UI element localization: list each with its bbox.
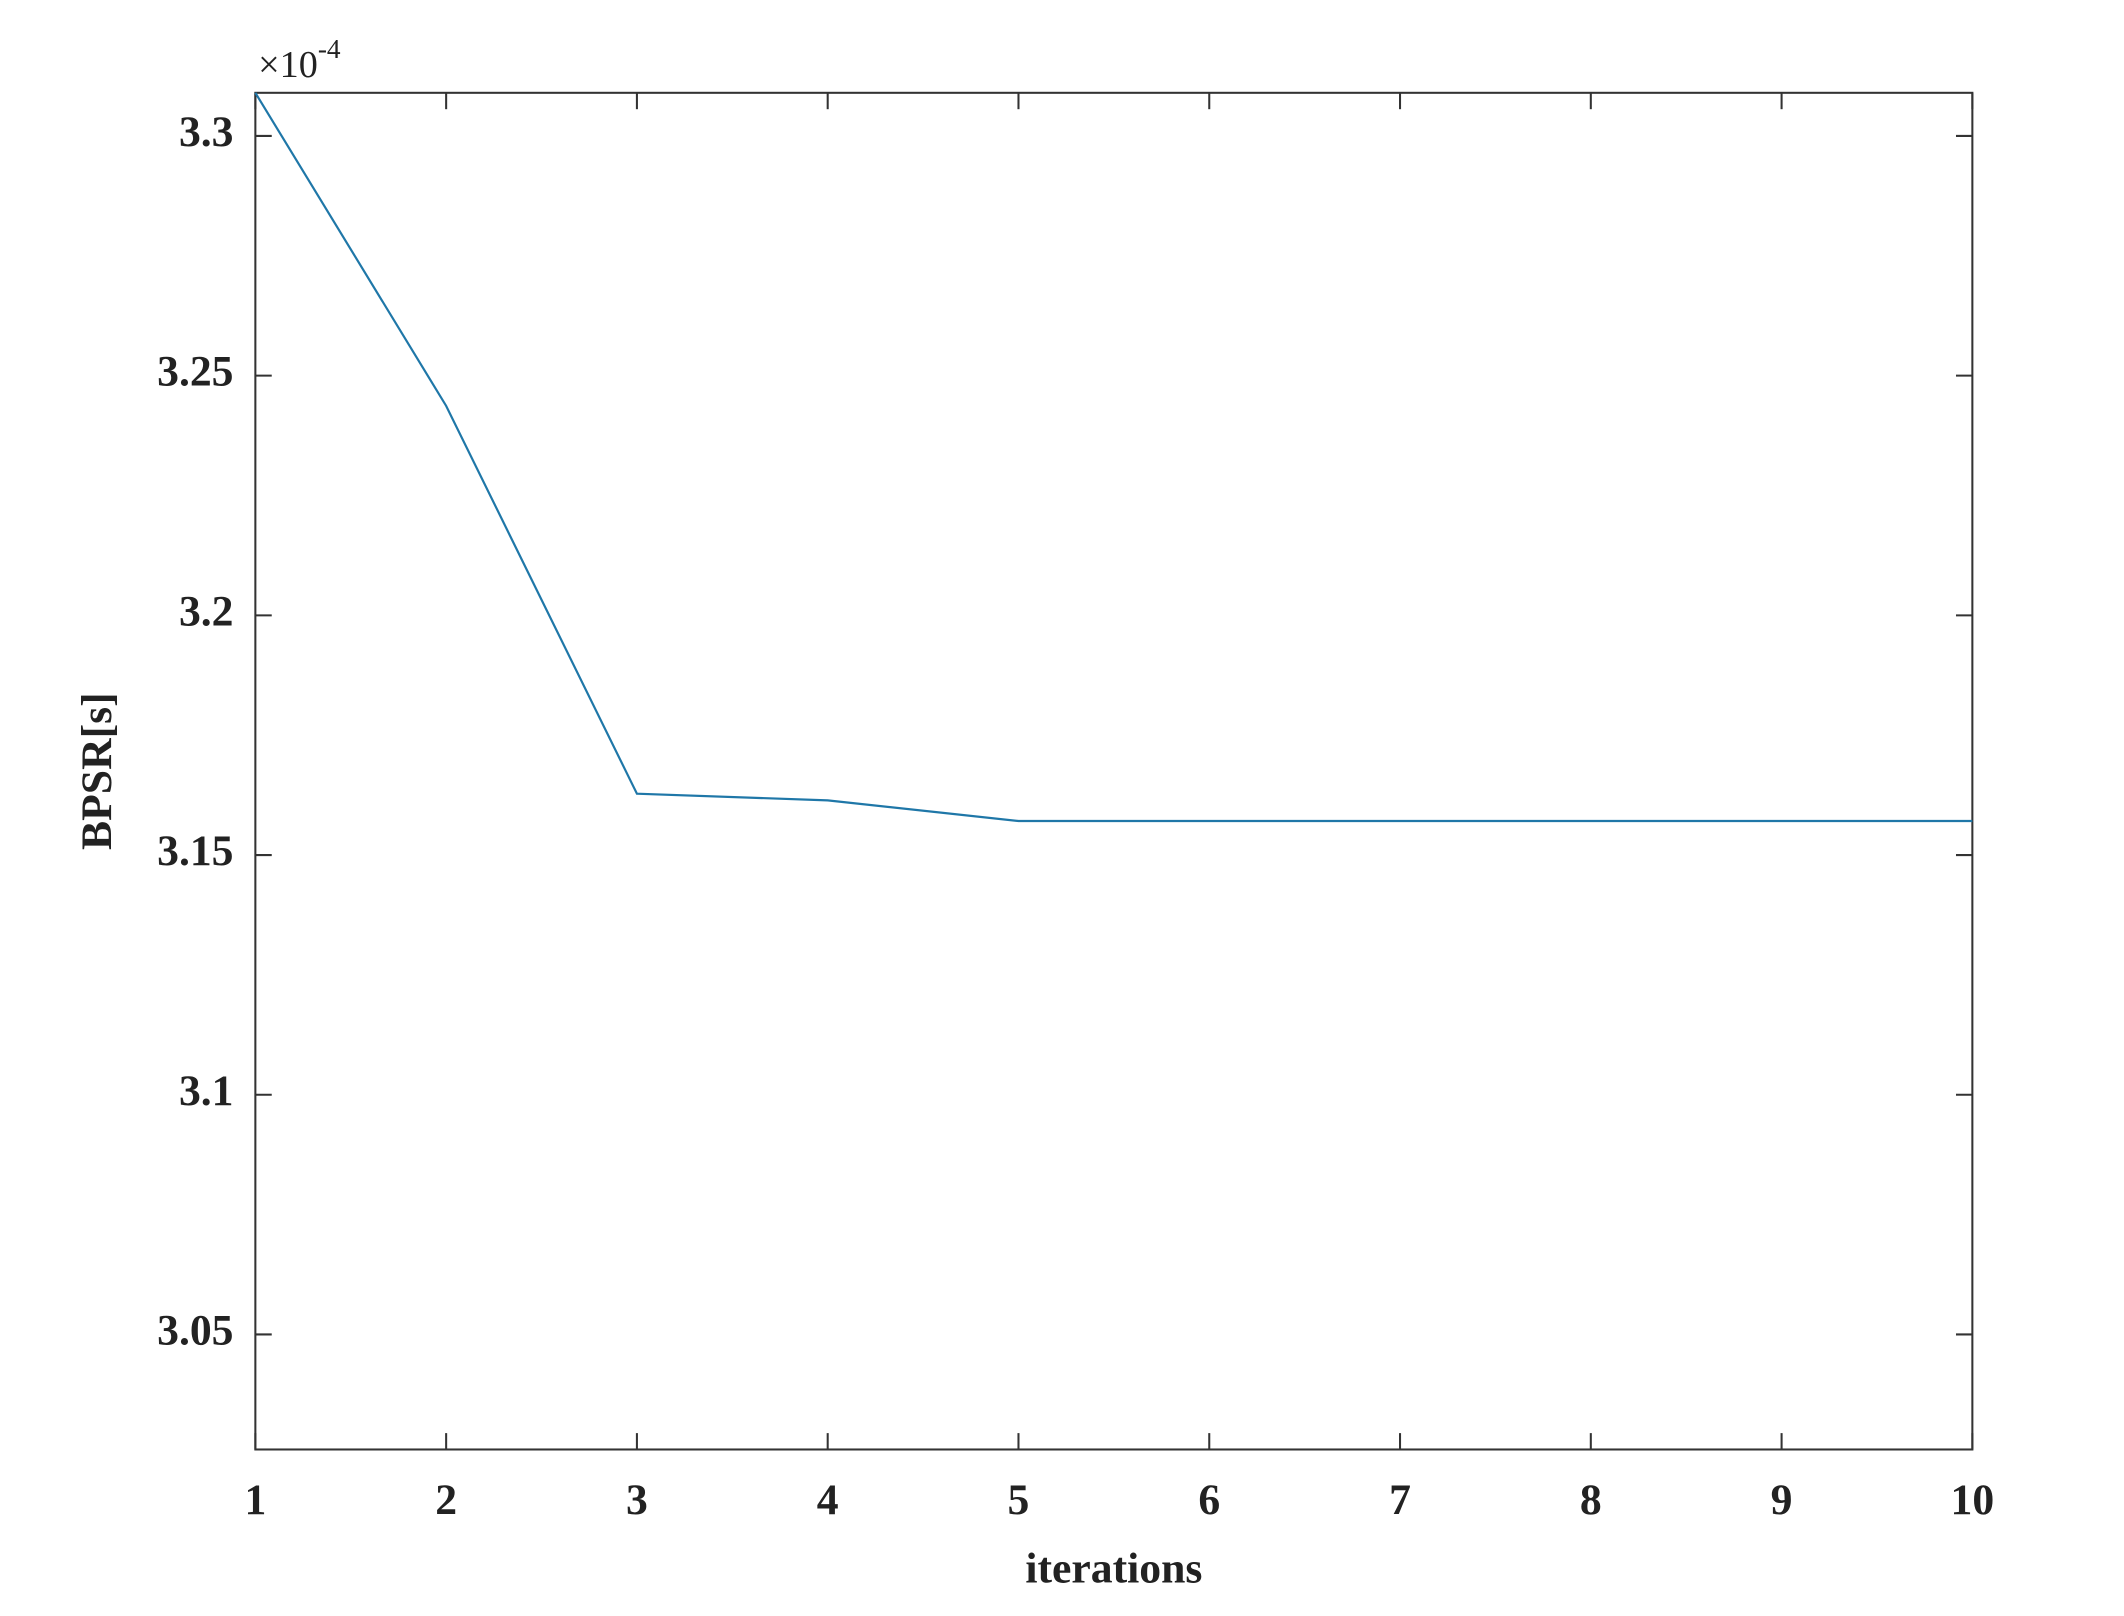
y-multiplier: ×10-4 xyxy=(258,34,341,86)
multiplier-exponent: -4 xyxy=(318,34,341,64)
x-tick-label: 3 xyxy=(626,1476,648,1524)
x-axis-label: iterations xyxy=(1025,1544,1202,1592)
x-tick-label: 7 xyxy=(1389,1476,1411,1524)
y-tick-label: 3.1 xyxy=(179,1067,234,1115)
y-tick-label: 3.2 xyxy=(179,587,234,635)
x-tick-label: 9 xyxy=(1771,1476,1793,1524)
x-tick-label: 4 xyxy=(817,1476,839,1524)
y-tick-label: 3.25 xyxy=(157,348,233,396)
y-tick-label: 3.05 xyxy=(157,1306,233,1354)
multiplier-base: ×10 xyxy=(258,44,318,86)
y-axis-label: BPSR[s] xyxy=(73,692,121,850)
x-tick-label: 10 xyxy=(1951,1476,1995,1524)
x-tick-label: 2 xyxy=(435,1476,457,1524)
x-tick-label: 5 xyxy=(1008,1476,1030,1524)
data-line xyxy=(254,92,1973,823)
x-tick-label: 1 xyxy=(244,1476,266,1524)
y-tick-label: 3.15 xyxy=(157,827,233,875)
plot-box xyxy=(254,91,1974,1451)
x-tick-label: 8 xyxy=(1580,1476,1602,1524)
x-tick-label: 6 xyxy=(1198,1476,1220,1524)
y-tick-label: 3.3 xyxy=(179,108,234,156)
